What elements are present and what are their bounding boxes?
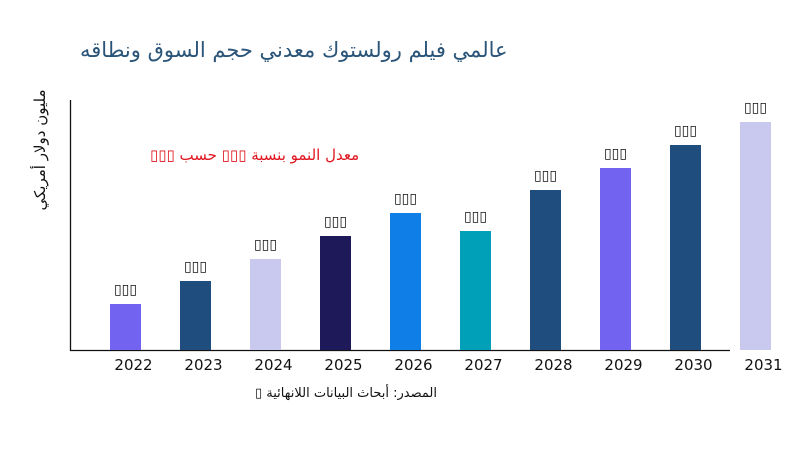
x-tick-label-2029: 2029 — [604, 356, 642, 374]
x-tick-label-2023: 2023 — [184, 356, 222, 374]
bar-2029 — [600, 168, 631, 350]
data-label-2025: ▯▯▯ — [324, 214, 347, 230]
data-label-2029: ▯▯▯ — [604, 146, 627, 162]
x-tick-label-2025: 2025 — [324, 356, 362, 374]
x-tick-label-2028: 2028 — [534, 356, 572, 374]
chart-title: عالمي فيلم رولستوك معدني حجم السوق ونطاق… — [80, 38, 508, 62]
x-tick-label-2030: 2030 — [674, 356, 712, 374]
data-label-2022: ▯▯▯ — [114, 282, 137, 298]
bar-2026 — [390, 213, 421, 350]
bar-2031 — [740, 122, 771, 350]
data-label-2027: ▯▯▯ — [464, 209, 487, 225]
bar-2028 — [530, 190, 561, 350]
bar-2024 — [250, 259, 281, 350]
data-label-2026: ▯▯▯ — [394, 191, 417, 207]
x-tick-label-2022: 2022 — [114, 356, 152, 374]
x-tick-label-2027: 2027 — [464, 356, 502, 374]
x-tick-label-2024: 2024 — [254, 356, 292, 374]
x-tick-label-2031: 2031 — [744, 356, 782, 374]
data-label-2031: ▯▯▯ — [744, 100, 767, 116]
bar-2023 — [180, 281, 211, 350]
data-label-2023: ▯▯▯ — [184, 259, 207, 275]
bar-2027 — [460, 231, 491, 350]
x-tick-label-2026: 2026 — [394, 356, 432, 374]
source-note: المصدر: أبحاث البيانات اللانهائية ▯ — [255, 386, 437, 401]
growth-annotation: معدل النمو بنسبة ▯▯▯ حسب ▯▯▯ — [150, 146, 360, 164]
bar-2030 — [670, 145, 701, 350]
data-label-2024: ▯▯▯ — [254, 237, 277, 253]
data-label-2030: ▯▯▯ — [674, 123, 697, 139]
bar-2022 — [110, 304, 141, 350]
data-label-2028: ▯▯▯ — [534, 168, 557, 184]
bar-2025 — [320, 236, 351, 350]
